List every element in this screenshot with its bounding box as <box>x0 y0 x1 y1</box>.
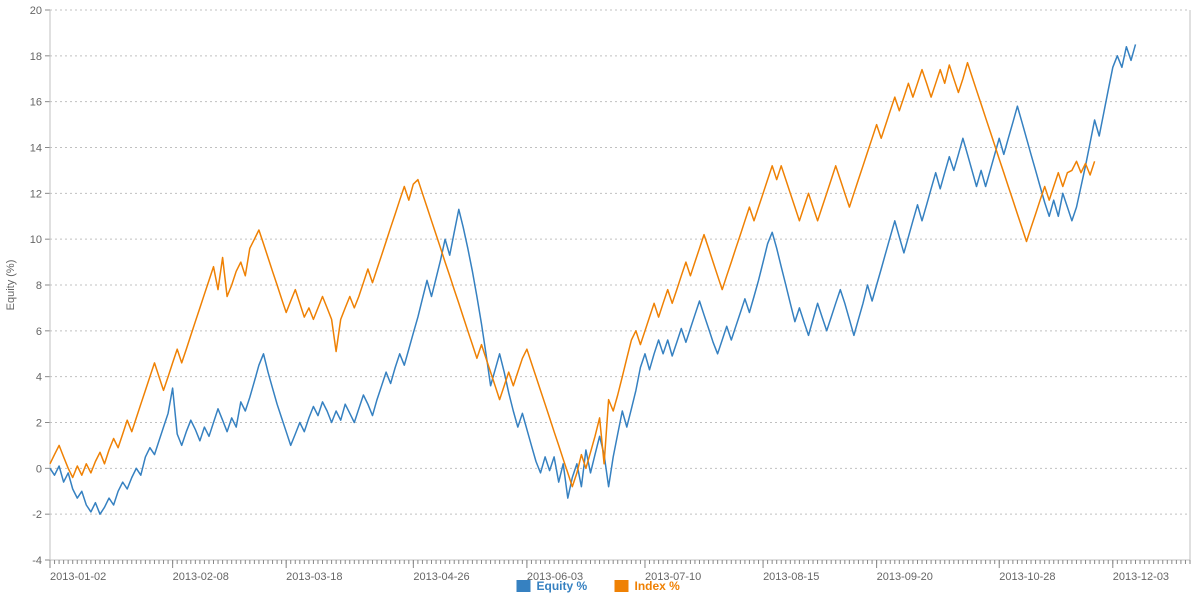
legend-swatch <box>517 580 531 592</box>
y-tick-label: 8 <box>36 280 42 292</box>
equity-line-chart: -4 -2 0 2 4 6 8 10 12 14 16 18 20 2013-01-02 2013-02-0… <box>0 0 1200 600</box>
y-tick-label: 6 <box>36 326 42 338</box>
chart-background <box>0 0 1200 600</box>
y-tick-label: -4 <box>32 555 42 567</box>
legend-label: Equity % <box>537 579 588 593</box>
x-tick-label: 2013-09-20 <box>877 571 933 583</box>
y-tick-label: 2 <box>36 418 42 430</box>
y-tick-label: 20 <box>30 5 42 17</box>
y-tick-label: 14 <box>30 143 42 155</box>
y-tick-label: 10 <box>30 234 42 246</box>
y-tick-label: 0 <box>36 463 42 475</box>
x-tick-label: 2013-03-18 <box>286 571 342 583</box>
x-tick-label: 2013-04-26 <box>413 571 469 583</box>
y-tick-label: 18 <box>30 51 42 63</box>
legend-swatch <box>615 580 629 592</box>
y-tick-label: -2 <box>32 509 42 521</box>
x-tick-label: 2013-01-02 <box>50 571 106 583</box>
y-tick-label: 4 <box>36 372 42 384</box>
legend-label: Index % <box>635 579 681 593</box>
y-tick-label: 16 <box>30 97 42 109</box>
x-tick-label: 2013-12-03 <box>1113 571 1169 583</box>
x-tick-label: 2013-10-28 <box>999 571 1055 583</box>
y-axis-label: Equity (%) <box>5 260 17 311</box>
x-tick-label: 2013-02-08 <box>173 571 229 583</box>
y-tick-label: 12 <box>30 188 42 200</box>
x-tick-label: 2013-08-15 <box>763 571 819 583</box>
